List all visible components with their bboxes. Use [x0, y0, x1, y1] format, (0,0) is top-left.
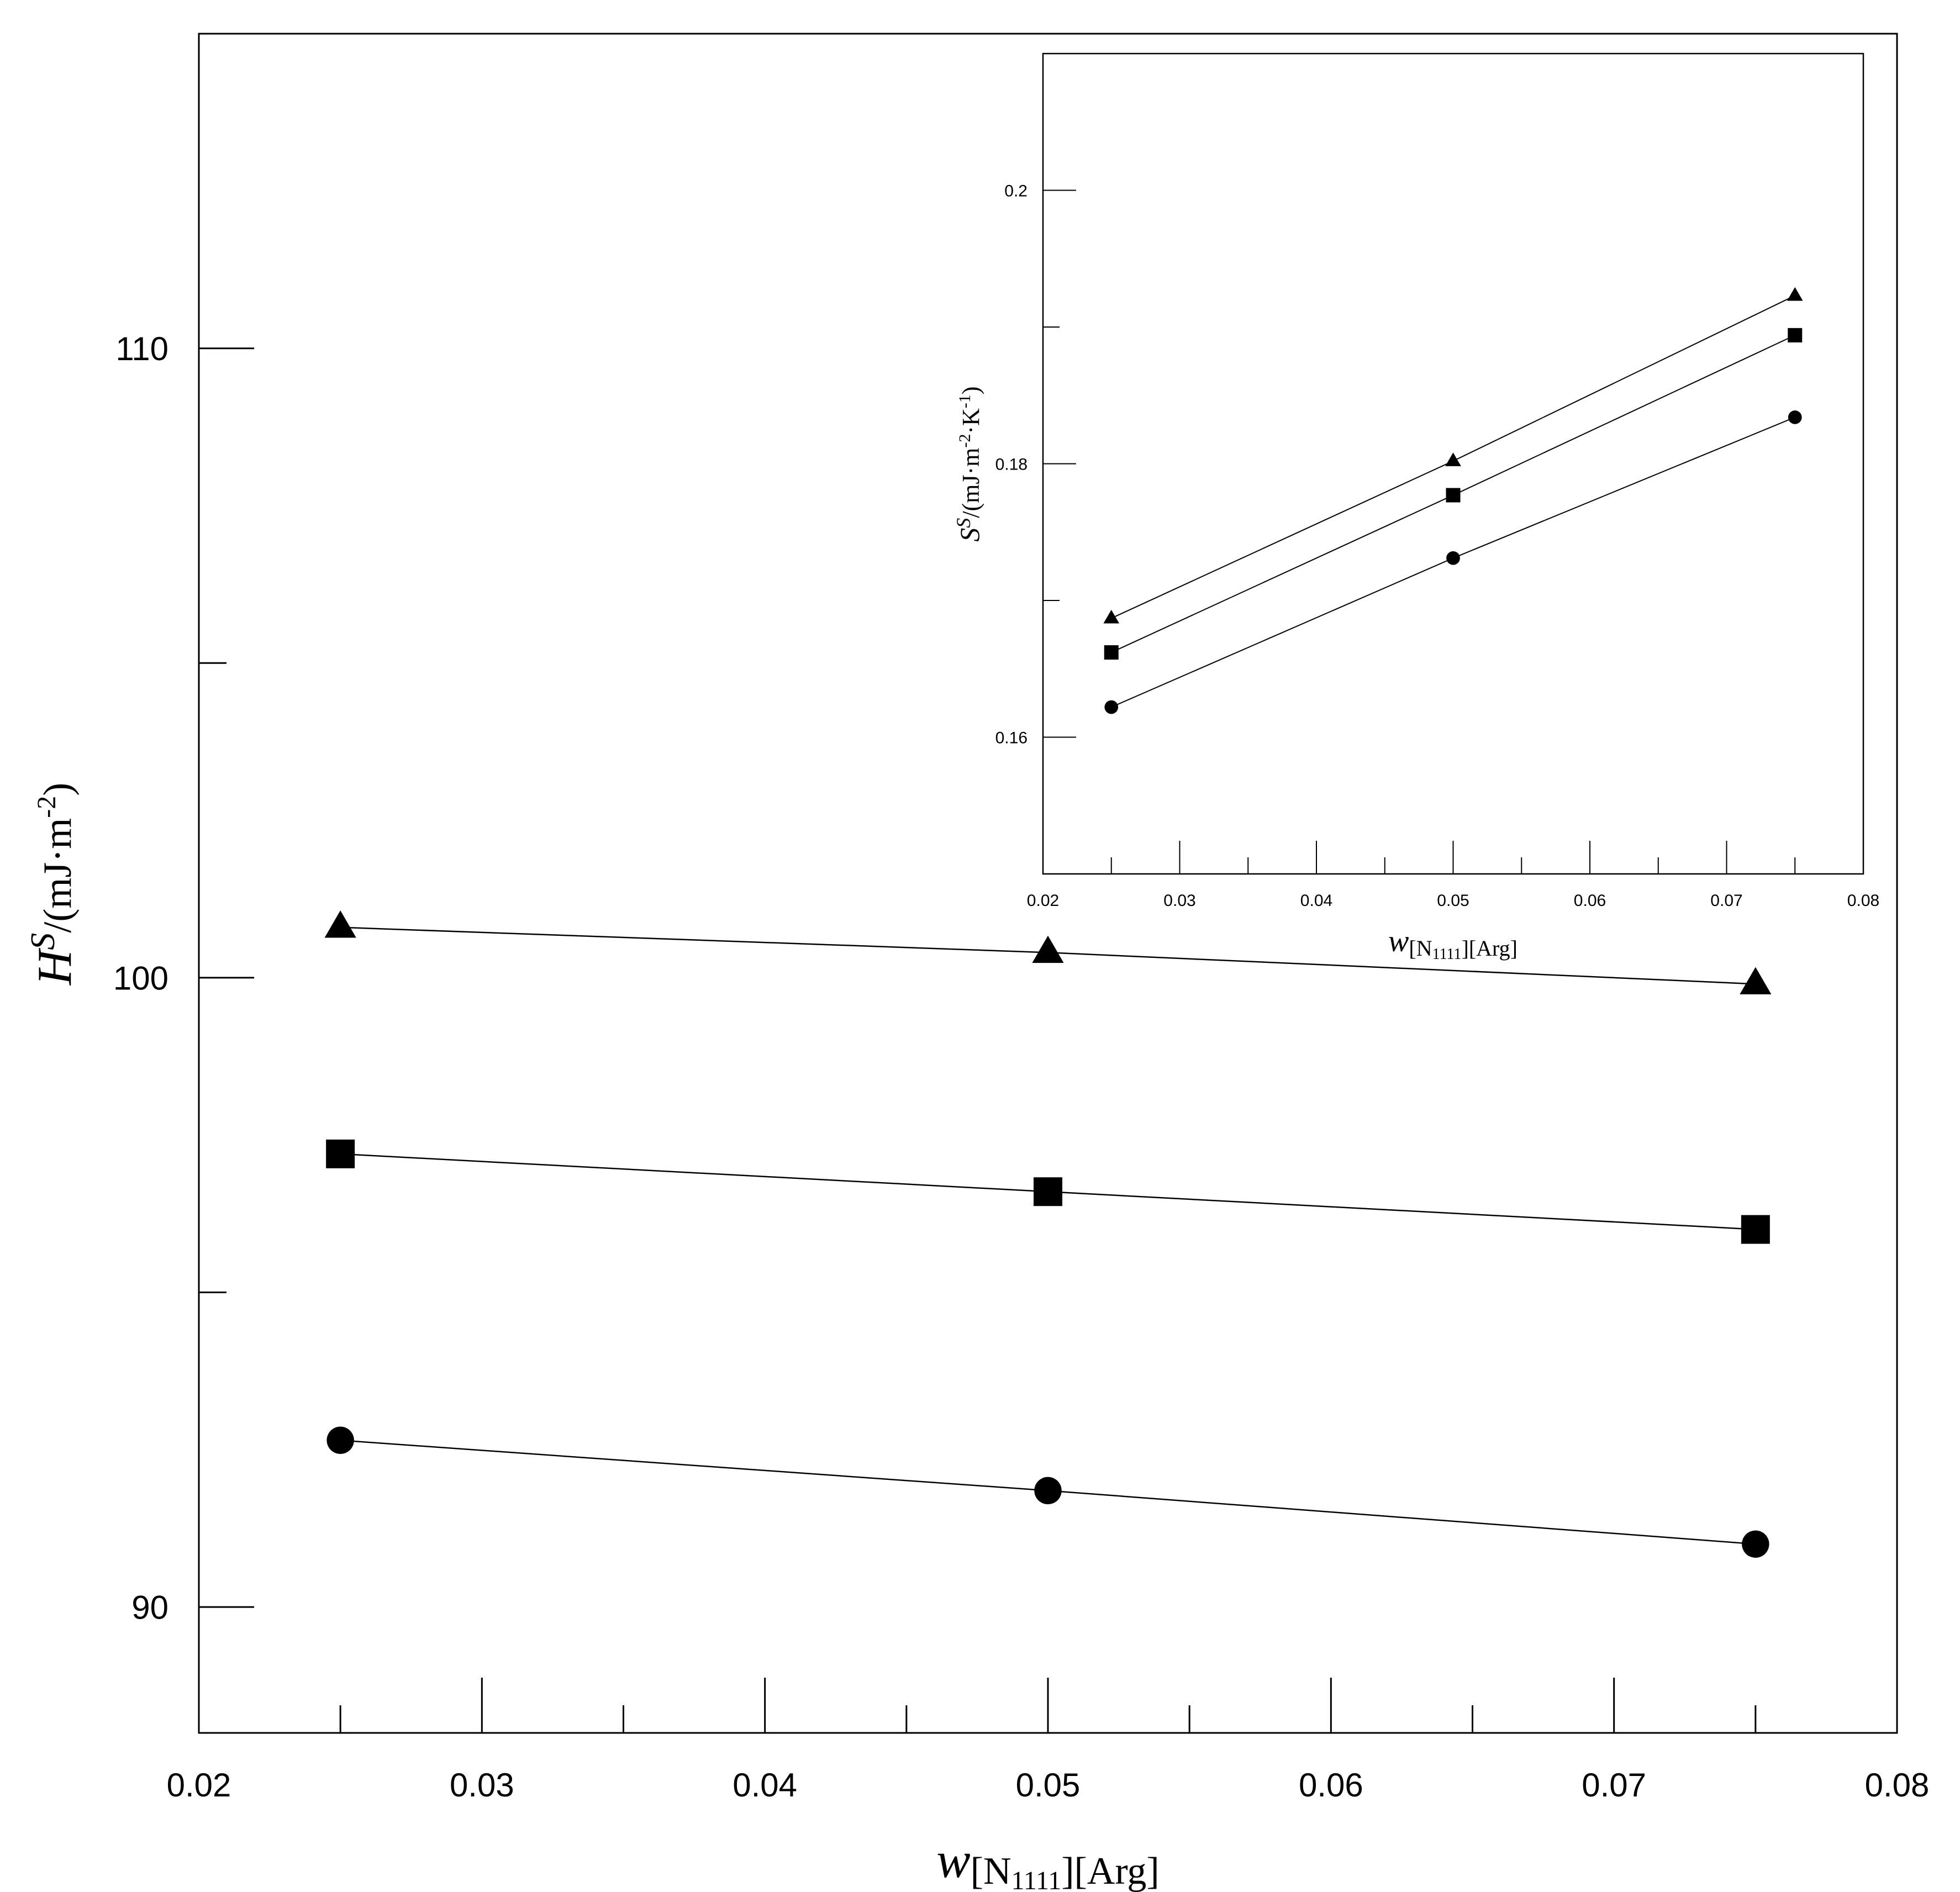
main-circle-marker	[1742, 1530, 1769, 1558]
main-x-tick-label: 0.05	[1016, 1767, 1081, 1804]
main-x-tick-label: 0.04	[733, 1767, 797, 1804]
main-x-tick-label: 0.06	[1299, 1767, 1363, 1804]
main-x-tick-label: 0.03	[450, 1767, 514, 1804]
inset-x-tick-label: 0.02	[1027, 892, 1059, 910]
main-circle-marker	[1034, 1477, 1062, 1505]
main-triangle-marker	[1032, 935, 1064, 963]
inset-triangle-marker	[1787, 287, 1803, 301]
main-square-marker	[326, 1139, 355, 1168]
inset-square-marker	[1788, 328, 1803, 342]
inset-square-marker	[1446, 488, 1461, 503]
main-triangle-marker	[324, 910, 356, 938]
inset-circle-marker	[1446, 551, 1460, 565]
main-y-tick-label: 90	[131, 1589, 168, 1626]
inset-x-tick-label: 0.03	[1163, 892, 1195, 910]
main-x-tick-label: 0.02	[167, 1767, 231, 1804]
inset-circle-marker	[1104, 700, 1119, 714]
inset-triangle-marker	[1445, 452, 1461, 466]
inset-square-marker	[1104, 645, 1119, 660]
main-x-tick-label: 0.07	[1582, 1767, 1646, 1804]
inset-y-tick-label: 0.2	[1004, 182, 1028, 200]
main-plot: 0.02 0.03 0.04 0.05 0.06 0.07 0.08 90 100 110	[113, 33, 1930, 1804]
main-triangle-marker	[1740, 967, 1772, 995]
inset-y-axis-title: SS/(mJ·m-2·K-1)	[952, 386, 985, 541]
inset-x-axis-title: w[N1111][Arg]	[1388, 924, 1518, 963]
inset-circle-marker	[1788, 410, 1802, 424]
inset-y-tick-label: 0.16	[995, 729, 1028, 747]
main-x-tick-label: 0.08	[1865, 1767, 1930, 1804]
main-square-marker	[1034, 1177, 1062, 1206]
inset-x-tick-label: 0.05	[1437, 892, 1469, 910]
inset-triangle-marker	[1103, 609, 1120, 624]
main-y-axis-title: HS/(mJ·m-2)	[24, 783, 82, 986]
main-y-tick-label: 100	[113, 960, 168, 997]
inset-x-tick-label: 0.04	[1300, 892, 1332, 910]
main-y-tick-label: 110	[115, 330, 168, 367]
inset-plot: 0.02 0.03 0.04 0.05 0.06 0.07 0.08 0.16 0.18 0.2	[995, 182, 1880, 910]
inset-x-tick-label: 0.07	[1710, 892, 1742, 910]
inset-x-tick-label: 0.08	[1847, 892, 1879, 910]
main-square-marker	[1741, 1215, 1770, 1244]
inset-y-tick-label: 0.18	[995, 455, 1028, 473]
main-x-axis-title: w[N1111][Arg]	[936, 1832, 1159, 1892]
inset-x-tick-label: 0.06	[1574, 892, 1606, 910]
main-circle-marker	[326, 1426, 354, 1454]
